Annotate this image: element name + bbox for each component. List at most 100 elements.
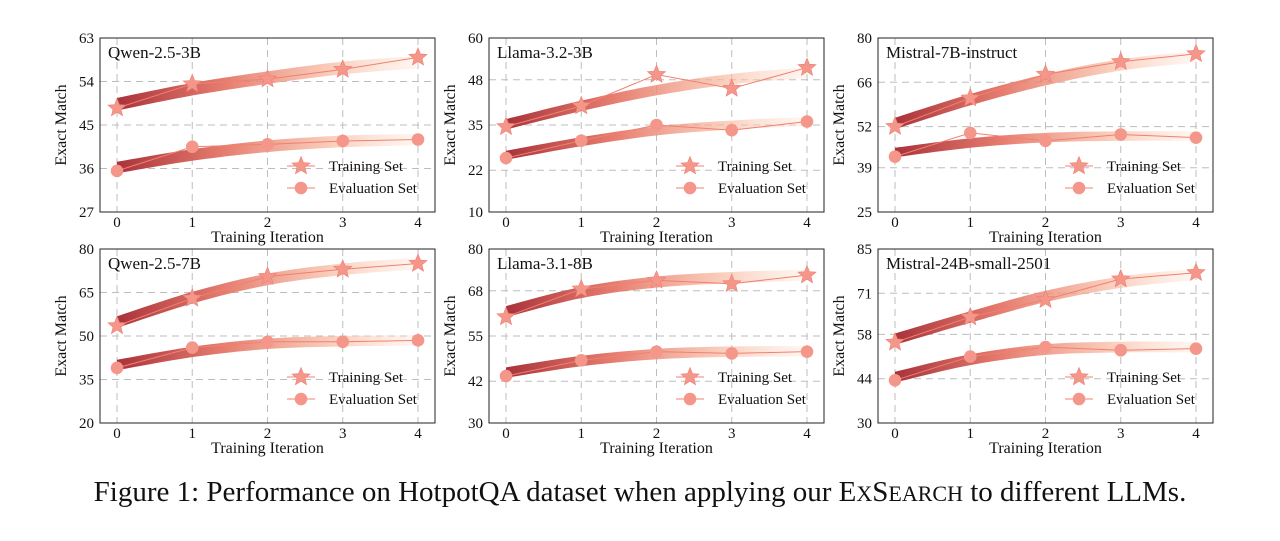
legend-label-training: Training Set: [1107, 159, 1182, 175]
evaluation-circle-marker: [574, 134, 588, 147]
panel-title: Qwen-2.5-3B: [108, 43, 201, 62]
legend-label-training: Training Set: [718, 159, 793, 175]
y-tick-label: 71: [857, 286, 872, 302]
y-tick-label: 39: [857, 161, 872, 177]
evaluation-circle-marker: [650, 345, 663, 358]
training-star-marker: [797, 57, 817, 76]
x-tick-label: 3: [728, 215, 736, 231]
evaluation-circle-marker: [1114, 343, 1128, 357]
evaluation-circle-marker: [725, 347, 739, 360]
legend-label-evaluation: Evaluation Set: [718, 392, 807, 408]
y-tick-label: 10: [468, 205, 483, 221]
x-tick-label: 2: [1042, 426, 1050, 442]
y-tick-label: 27: [79, 205, 95, 221]
training-star-marker: [182, 73, 203, 93]
y-tick-label: 20: [79, 416, 94, 432]
evaluation-circle-marker: [411, 334, 425, 347]
legend-star-icon: [291, 155, 311, 175]
training-star-marker: [182, 288, 203, 307]
evaluation-circle-marker: [336, 134, 350, 148]
training-star-marker: [408, 253, 428, 272]
plot-frame: [877, 37, 1214, 213]
y-tick-label: 25: [857, 205, 872, 221]
x-axis-label: Training Iteration: [989, 229, 1102, 246]
legend-label-training: Training Set: [1107, 370, 1182, 386]
y-tick-label: 63: [79, 31, 94, 47]
figure-caption: Figure 1: Performance on HotpotQA datase…: [0, 476, 1280, 509]
x-tick-label: 2: [653, 426, 661, 442]
x-tick-label: 4: [414, 426, 422, 442]
x-tick-label: 1: [967, 426, 975, 442]
y-tick-label: 58: [857, 327, 872, 343]
x-axis-label: Training Iteration: [600, 229, 713, 246]
y-tick-label: 68: [468, 284, 483, 300]
legend-circle-icon: [683, 392, 697, 406]
evaluation-circle-marker: [336, 335, 350, 349]
x-axis-label: Training Iteration: [211, 440, 324, 457]
x-tick-label: 0: [113, 426, 121, 442]
panel-title: Mistral-7B-instruct: [886, 43, 1018, 62]
evaluation-circle-marker: [261, 335, 274, 349]
x-axis-label: Training Iteration: [211, 229, 324, 246]
training-star-marker: [960, 87, 981, 107]
plot-frame: [488, 37, 825, 213]
evaluation-circle-marker: [261, 138, 274, 151]
training-star-marker: [646, 64, 667, 83]
training-star-marker: [332, 59, 353, 78]
y-axis-label: Exact Match: [831, 84, 848, 165]
chart-panel-5: Llama-3.1-8B 30 42 55 68 80 0 1 2 3 4 Training Iter…: [442, 242, 825, 457]
training-star-marker: [332, 259, 353, 278]
y-axis-label: Exact Match: [442, 84, 459, 165]
plot-frame: [877, 248, 1214, 424]
evaluation-circle-marker: [411, 133, 425, 146]
y-tick-label: 35: [468, 118, 483, 134]
training-star-marker: [571, 278, 592, 298]
x-tick-label: 0: [113, 215, 121, 231]
x-tick-label: 2: [653, 215, 661, 231]
x-tick-label: 3: [1117, 215, 1125, 231]
chart-panel-1: Qwen-2.5-3B 27 36 45 54 63 0 1 2 3 4 Training Itera…: [53, 31, 436, 246]
training-star-marker: [885, 116, 905, 135]
training-star-marker: [257, 266, 278, 285]
legend-circle-icon: [1072, 181, 1086, 195]
x-tick-label: 1: [967, 215, 975, 231]
x-tick-label: 1: [578, 215, 586, 231]
evaluation-circle-marker: [650, 118, 663, 132]
x-tick-label: 3: [1117, 426, 1125, 442]
training-star-marker: [960, 306, 981, 326]
legend-circle-icon: [683, 181, 697, 195]
evaluation-circle-marker: [725, 123, 739, 137]
legend-circle-icon: [1072, 392, 1086, 406]
training-star-marker: [1186, 43, 1206, 63]
y-axis-label: Exact Match: [53, 295, 70, 376]
evaluation-circle-marker: [1114, 128, 1128, 141]
evaluation-circle-marker: [800, 115, 814, 128]
evaluation-circle-marker: [499, 151, 513, 165]
evaluation-circle-marker: [1189, 342, 1203, 355]
y-tick-label: 30: [857, 416, 872, 432]
panel-title: Qwen-2.5-7B: [108, 254, 201, 273]
y-tick-label: 65: [79, 286, 94, 302]
evaluation-circle-marker: [800, 345, 814, 358]
training-star-marker: [496, 306, 516, 326]
legend-star-icon: [680, 155, 700, 175]
training-star-marker: [571, 95, 592, 115]
x-tick-label: 3: [728, 426, 736, 442]
plot-frame: [99, 37, 436, 213]
evaluation-circle-marker: [110, 361, 124, 375]
x-tick-label: 2: [264, 215, 272, 231]
training-star-marker: [646, 270, 667, 289]
y-tick-label: 45: [79, 118, 94, 134]
legend-circle-icon: [294, 392, 308, 406]
x-tick-label: 0: [502, 215, 510, 231]
x-tick-label: 2: [1042, 215, 1050, 231]
legend-star-icon: [680, 366, 700, 386]
legend-label-evaluation: Evaluation Set: [329, 392, 418, 408]
x-tick-label: 1: [189, 215, 197, 231]
y-tick-label: 80: [857, 31, 872, 47]
legend-star-icon: [1069, 155, 1089, 175]
plot-frame: [99, 248, 436, 424]
x-tick-label: 4: [414, 215, 422, 231]
y-axis-label: Exact Match: [53, 84, 70, 165]
